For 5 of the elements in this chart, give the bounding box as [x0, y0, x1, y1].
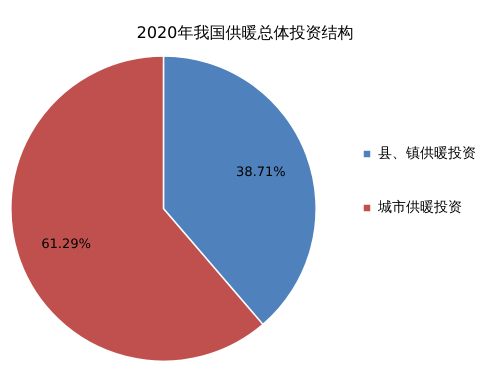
legend-label: 城市供暖投资	[377, 200, 462, 216]
legend-label: 县、镇供暖投资	[378, 146, 476, 162]
data-label: 61.29%	[41, 237, 91, 252]
data-label: 38.71%	[236, 164, 286, 180]
chart-title: 2020年我国供暖总体投资结构	[136, 22, 354, 42]
